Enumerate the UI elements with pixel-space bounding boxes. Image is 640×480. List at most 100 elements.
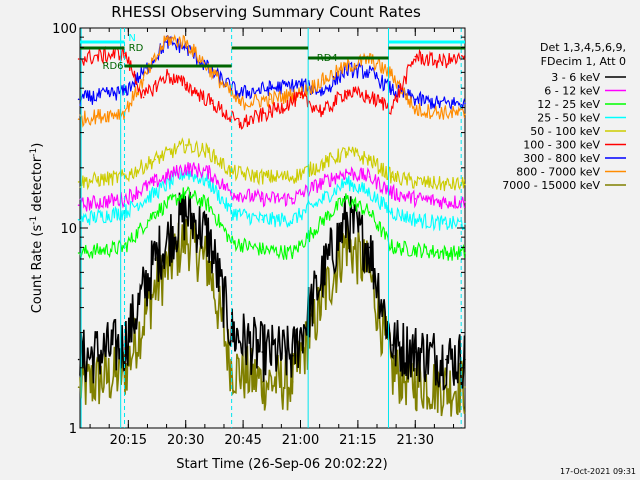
x-tick-label: 20:15: [110, 433, 147, 448]
data-point: [322, 79, 325, 81]
data-point: [184, 144, 187, 146]
data-point: [414, 381, 417, 383]
data-point: [207, 204, 210, 206]
data-point: [299, 84, 302, 86]
series-0: [77, 191, 466, 391]
data-point: [414, 181, 417, 183]
data-point: [368, 158, 371, 161]
data-point: [322, 91, 325, 93]
data-point: [261, 198, 264, 200]
data-point: [391, 192, 394, 194]
data-point: [445, 183, 447, 186]
overlay-label-rd6: RD6: [103, 61, 124, 72]
series-line-0: [79, 191, 466, 391]
series-line-5: [79, 45, 466, 130]
data-point: [207, 151, 210, 153]
footer-timestamp: 17-Oct-2021 09:31: [560, 467, 636, 476]
data-point: [437, 111, 440, 113]
legend-header-1: Det 1,3,4,5,6,9,: [540, 41, 626, 54]
data-point: [238, 102, 241, 105]
data-point: [77, 252, 80, 254]
data-point: [445, 201, 447, 203]
data-point: [464, 223, 466, 225]
y-tick-label: 10: [60, 222, 77, 237]
data-point: [345, 198, 348, 200]
y-axis-label-sup2: -1: [29, 148, 39, 157]
data-point: [77, 98, 80, 101]
legend-label-2: 12 - 25 keV: [537, 98, 600, 111]
data-point: [368, 192, 371, 194]
data-point: [261, 351, 264, 353]
data-point: [414, 218, 417, 221]
data-point: [391, 371, 394, 374]
x-tick-label: 21:00: [282, 433, 319, 448]
series-5: [77, 45, 466, 130]
data-point: [77, 386, 80, 389]
data-point: [261, 248, 264, 251]
data-point: [345, 151, 348, 153]
data-point: [77, 181, 80, 183]
data-point: [184, 41, 187, 43]
data-point: [391, 344, 394, 346]
data-point: [207, 181, 210, 183]
data-point: [238, 92, 241, 95]
data-point: [261, 176, 264, 178]
data-point: [261, 218, 264, 221]
data-point: [414, 55, 417, 58]
x-tick-label: 21:15: [339, 433, 376, 448]
data-point: [154, 258, 156, 260]
data-point: [154, 287, 156, 290]
data-point: [292, 198, 294, 200]
legend-label-0: 3 - 6 keV: [551, 71, 600, 84]
data-point: [322, 271, 325, 274]
data-point: [154, 181, 156, 183]
series-line-1: [79, 162, 466, 212]
data-point: [184, 84, 187, 86]
data-point: [464, 183, 466, 186]
x-tick-label: 20:30: [167, 433, 204, 448]
data-point: [391, 176, 394, 178]
legend: Det 1,3,4,5,6,9, FDecim 1, Att 0 3 - 6 k…: [502, 41, 626, 192]
data-point: [391, 211, 394, 213]
data-point: [154, 192, 156, 194]
overlay-label-rd: RD: [129, 43, 144, 54]
y-tick-label: 1: [69, 422, 77, 437]
data-point: [345, 91, 348, 93]
y-axis-label-close: ): [30, 143, 45, 148]
data-point: [368, 211, 371, 213]
overlay-label-rd4: RD4: [317, 53, 338, 64]
legend-label-4: 50 - 100 keV: [530, 125, 600, 138]
data-layer: [77, 33, 466, 417]
data-point: [464, 201, 466, 203]
tick-layer: 20:15 20:30 20:45 21:00 21:15 21:30 1 10 100: [52, 22, 465, 448]
data-point: [322, 218, 325, 221]
data-point: [77, 358, 80, 361]
data-point: [292, 176, 294, 178]
series-line-7: [79, 33, 466, 128]
series-line-4: [79, 137, 466, 192]
data-point: [154, 158, 156, 161]
data-point: [184, 192, 187, 194]
data-point: [391, 246, 394, 249]
data-point: [184, 211, 187, 213]
data-point: [391, 74, 394, 77]
data-point: [77, 218, 80, 221]
legend-label-8: 7000 - 15000 keV: [502, 179, 600, 192]
data-point: [437, 102, 440, 105]
data-point: [322, 162, 325, 165]
data-point: [345, 218, 348, 221]
x-tick-label: 20:45: [224, 433, 261, 448]
legend-label-5: 100 - 300 keV: [523, 139, 600, 152]
data-point: [207, 264, 210, 267]
plot-area: RD6 RD4 RDN 20:15 20:30 20:45 21:00 21:15 21:30…: [52, 22, 466, 448]
data-point: [269, 111, 271, 113]
data-point: [142, 96, 145, 99]
data-point: [77, 204, 80, 206]
legend-label-7: 800 - 7000 keV: [516, 166, 600, 179]
x-tick-label: 21:30: [397, 433, 434, 448]
data-point: [345, 66, 348, 68]
legend-label-1: 6 - 12 keV: [544, 85, 600, 98]
data-point: [368, 176, 371, 178]
data-point: [238, 123, 241, 126]
